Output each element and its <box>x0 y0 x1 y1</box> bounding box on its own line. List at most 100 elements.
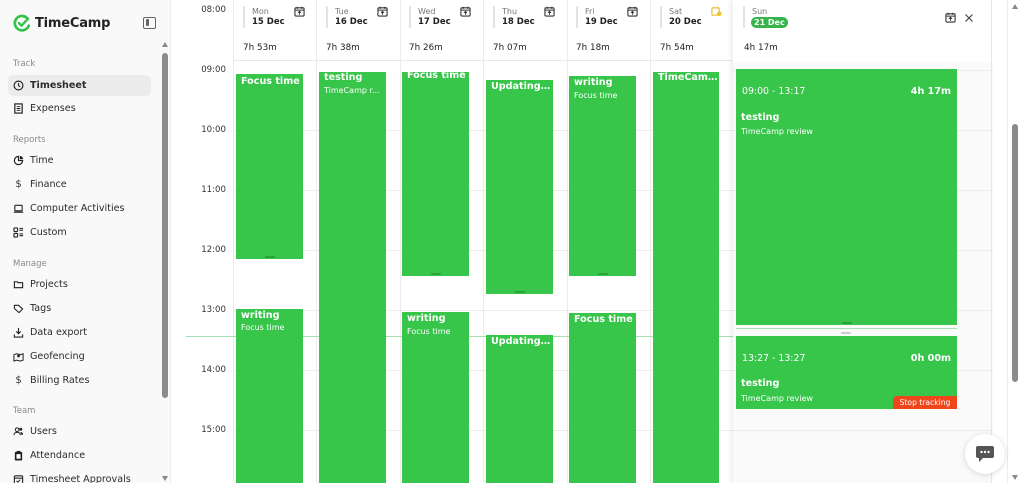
hour-label: 12:00 <box>201 245 226 255</box>
time-entry[interactable]: writing Focus time <box>569 76 636 276</box>
day-name: Wed <box>418 7 436 16</box>
sidebar-item-projects[interactable]: Projects <box>8 274 151 295</box>
day-total: 4h 17m <box>744 43 778 53</box>
calendar-scrollbar[interactable] <box>1007 0 1020 483</box>
day-header-fri[interactable]: Fri 19 Dec <box>576 6 646 28</box>
day-bar <box>660 6 662 28</box>
entry-title: testing <box>741 378 780 389</box>
section-label-reports: Reports <box>13 135 46 145</box>
entry-title: Focus time <box>574 314 633 325</box>
scroll-down-arrow-icon[interactable] <box>1012 475 1018 480</box>
chat-bubble-icon <box>976 446 994 462</box>
today-date-badge: 21 Dec <box>751 17 788 28</box>
day-off-calendar-icon[interactable] <box>711 6 722 17</box>
entry-subtitle: TimeCamp review <box>741 127 813 136</box>
time-entry[interactable]: TimeCam... <box>653 72 719 483</box>
resize-handle[interactable] <box>264 256 275 258</box>
resize-handle[interactable] <box>597 273 608 275</box>
day-name: Sun <box>752 7 768 16</box>
sidebar-item-users[interactable]: Users <box>8 421 151 442</box>
sidebar-item-attendance[interactable]: Attendance <box>8 445 151 466</box>
resize-handle[interactable] <box>430 273 441 275</box>
add-entry-calendar-icon[interactable] <box>945 12 956 23</box>
day-total: 7h 38m <box>326 43 360 53</box>
hour-label: 15:00 <box>201 425 226 435</box>
clock-icon <box>13 80 24 91</box>
entry-title: writing <box>241 310 280 321</box>
time-entry[interactable]: writing Focus time <box>236 309 303 483</box>
hour-label: 13:00 <box>201 305 226 315</box>
sidebar-scrollbar-thumb[interactable] <box>162 53 168 398</box>
day-header-mon[interactable]: Mon 15 Dec <box>243 6 313 28</box>
day-name: Tue <box>335 7 349 16</box>
column-divider <box>991 0 992 483</box>
sidebar-item-label: Billing Rates <box>30 375 90 386</box>
chat-support-button[interactable] <box>965 434 1005 474</box>
time-entry[interactable]: Updating ... <box>486 80 553 294</box>
users-icon <box>13 426 24 437</box>
time-entry[interactable]: Focus time <box>236 74 303 259</box>
add-entry-calendar-icon[interactable] <box>627 6 638 17</box>
time-entry[interactable]: 09:00 - 13:17 4h 17m testing TimeCamp re… <box>736 69 957 325</box>
sidebar-item-label: Data export <box>30 327 88 338</box>
map-pin-icon <box>13 351 24 362</box>
dollar-icon: $ <box>15 179 22 190</box>
day-header-tue[interactable]: Tue 16 Dec <box>326 6 396 28</box>
grid-line <box>233 310 993 311</box>
time-entry[interactable]: Updating ... <box>486 335 553 483</box>
day-name: Thu <box>502 7 518 16</box>
column-divider <box>400 0 401 483</box>
sidebar-item-computer-activities[interactable]: Computer Activities <box>8 198 151 219</box>
day-header-thu[interactable]: Thu 18 Dec <box>493 6 563 28</box>
sidebar-item-finance[interactable]: $ Finance <box>8 174 151 195</box>
sidebar-item-tags[interactable]: Tags <box>8 298 151 319</box>
drag-handle[interactable] <box>841 332 851 334</box>
section-label-manage: Manage <box>13 259 47 269</box>
grid-icon <box>13 227 24 238</box>
day-header-wed[interactable]: Wed 17 Dec <box>409 6 479 28</box>
sidebar-item-expenses[interactable]: Expenses <box>8 98 151 119</box>
column-divider <box>650 0 651 483</box>
day-date: 15 Dec <box>252 17 285 27</box>
day-header-sat[interactable]: Sat 20 Dec <box>660 6 730 28</box>
sidebar-item-data-export[interactable]: Data export <box>8 322 151 343</box>
day-total: 7h 53m <box>243 43 277 53</box>
timesheet-calendar: 08:00 09:00 10:00 11:00 12:00 13:00 14:0… <box>171 0 993 483</box>
entry-subtitle: Focus time <box>407 327 451 336</box>
sidebar-item-custom[interactable]: Custom <box>8 222 151 243</box>
add-entry-calendar-icon[interactable] <box>294 6 305 17</box>
download-icon <box>13 327 24 338</box>
sidebar-item-label: Projects <box>30 279 68 290</box>
add-entry-calendar-icon[interactable] <box>460 6 471 17</box>
sidebar-scrollbar[interactable] <box>161 42 169 483</box>
resize-handle[interactable] <box>841 322 852 324</box>
sidebar-item-timesheet-approvals[interactable]: Timesheet Approvals <box>8 469 151 483</box>
entry-time-range: 09:00 - 13:17 <box>742 86 806 97</box>
time-entry[interactable]: testing TimeCamp r... <box>319 72 386 483</box>
close-icon[interactable] <box>964 13 974 23</box>
resize-handle[interactable] <box>514 291 525 293</box>
time-entry[interactable]: writing Focus time <box>402 312 469 483</box>
sidebar-item-label: Timesheet Approvals <box>30 474 131 483</box>
scroll-up-arrow-icon[interactable] <box>162 42 168 47</box>
calendar-scrollbar-thumb[interactable] <box>1012 124 1018 382</box>
sidebar-item-geofencing[interactable]: Geofencing <box>8 346 151 367</box>
day-bar <box>576 6 578 28</box>
day-bar <box>326 6 328 28</box>
stop-tracking-button[interactable]: Stop tracking <box>893 396 957 409</box>
scroll-up-arrow-icon[interactable] <box>1012 4 1018 9</box>
sidebar-item-billing-rates[interactable]: $ Billing Rates <box>8 370 151 391</box>
time-entry[interactable]: Focus time <box>569 313 636 483</box>
running-time-entry[interactable]: 13:27 - 13:27 0h 00m testing TimeCamp re… <box>736 336 957 409</box>
sidebar-item-label: Attendance <box>30 450 86 461</box>
logo[interactable]: TimeCamp <box>13 14 110 32</box>
add-entry-calendar-icon[interactable] <box>544 6 555 17</box>
collapse-sidebar-icon[interactable] <box>143 17 156 29</box>
scroll-down-arrow-icon[interactable] <box>162 476 168 481</box>
time-entry[interactable]: Focus time <box>402 72 469 276</box>
add-entry-calendar-icon[interactable] <box>377 6 388 17</box>
sidebar-item-time[interactable]: Time <box>8 150 151 171</box>
sidebar-item-timesheet[interactable]: Timesheet <box>8 75 151 96</box>
entry-title: Focus time <box>241 76 300 87</box>
day-header-sun[interactable]: Sun 21 Dec <box>743 6 813 28</box>
